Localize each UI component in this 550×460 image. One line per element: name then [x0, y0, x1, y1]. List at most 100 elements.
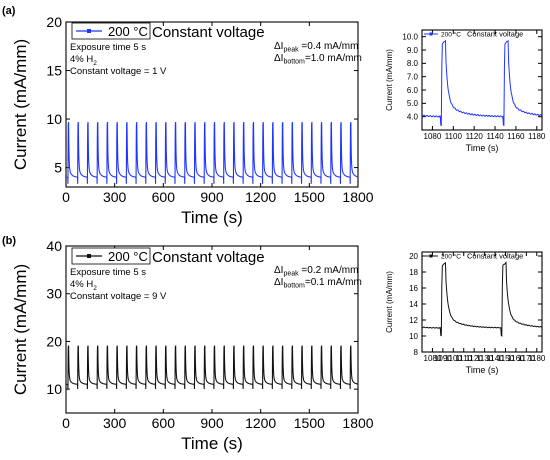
legend-marker — [87, 29, 91, 33]
x-tick-label: 900 — [200, 189, 224, 205]
y-axis-label: Current (mA/mm) — [11, 39, 30, 170]
y-tick-label: 12 — [409, 316, 418, 325]
y-tick-label: 7.0 — [407, 72, 419, 81]
delta-value: =0.2 mA/mm — [299, 265, 359, 276]
main-chart: 0 300 600 900 1200 1500 1800 5 10 15 20 Time (s) Cur… — [11, 14, 374, 227]
y-axis-label: Current (mA/mm) — [11, 264, 30, 395]
y-tick-label: 20 — [46, 333, 62, 349]
x-tick-label: 1120 — [466, 132, 484, 141]
delta-subscript: bottom — [283, 283, 305, 290]
delta-value: =0.4 mA/mm — [299, 41, 359, 52]
panel-label: (b) — [2, 235, 16, 247]
legend-box — [71, 22, 151, 40]
inset-chart: 1080109011001110112011301140115011601170… — [385, 251, 546, 375]
x-axis-label: Time (s) — [181, 434, 243, 453]
main-chart: 0 300 600 900 1200 1500 1800 10 20 30 40 Time (s) Cu… — [11, 238, 374, 453]
y-tick-label: 8 — [414, 348, 419, 357]
x-tick-label: 1090 — [434, 354, 452, 363]
x-tick-label: 1200 — [245, 415, 276, 431]
inset-legend-label: 200 °C — [441, 31, 461, 39]
legend-marker — [87, 254, 91, 258]
x-tick-label: 300 — [103, 415, 127, 431]
inset-title: Constant voltage — [467, 252, 523, 261]
x-tick-label: 300 — [103, 189, 127, 205]
delta-subscript: bottom — [283, 59, 305, 66]
series-line — [66, 122, 359, 184]
info-gas: 4% H — [70, 279, 93, 290]
y-tick-label: 10 — [46, 111, 62, 127]
y-tick-label: 40 — [46, 238, 62, 254]
panel-a: (a) 0 300 600 900 1200 1500 1800 5 10 15 20 Time (s)… — [2, 5, 546, 227]
x-tick-label: 1800 — [342, 189, 373, 205]
plot-frame — [421, 251, 543, 353]
x-tick-label: 1180 — [528, 354, 546, 363]
delta-subscript: peak — [283, 47, 299, 54]
inset-legend-marker — [429, 254, 433, 258]
x-tick-label: 1100 — [445, 354, 463, 363]
legend-label: 200 °C — [108, 24, 148, 39]
y-tick-label: 8.0 — [407, 59, 419, 68]
inset-x-axis-label: Time (s) — [466, 143, 499, 153]
delta-bottom: ΔIbottom=0.1 mA/mm — [274, 277, 362, 290]
x-tick-label: 1100 — [445, 132, 463, 141]
x-tick-label: 1080 — [424, 354, 442, 363]
inset-y-axis-label: Current (mA/mm) — [385, 271, 394, 333]
y-tick-label: 15 — [46, 62, 62, 78]
x-axis-label: Time (s) — [181, 208, 243, 227]
chart-title: Constant voltage — [152, 24, 265, 41]
delta-peak: ΔIpeak =0.4 mA/mm — [274, 41, 358, 54]
delta-symbol: ΔI — [274, 41, 283, 52]
y-tick-label: 5.0 — [407, 99, 419, 108]
y-tick-label: 20 — [46, 14, 62, 30]
x-tick-label: 1120 — [466, 354, 484, 363]
y-tick-label: 20 — [409, 252, 418, 261]
x-tick-label: 0 — [62, 189, 70, 205]
delta-symbol: ΔI — [274, 265, 283, 276]
plot-frame — [421, 29, 543, 131]
inset-x-axis-label: Time (s) — [466, 365, 499, 375]
info-gas: 4% H — [70, 54, 93, 65]
x-tick-label: 1180 — [528, 132, 546, 141]
y-tick-label: 6.0 — [407, 86, 419, 95]
x-tick-label: 1080 — [424, 132, 442, 141]
x-tick-label: 600 — [152, 189, 176, 205]
delta-value: =1.0 mA/mm — [305, 53, 362, 64]
x-tick-label: 1500 — [294, 415, 325, 431]
y-tick-label: 10.0 — [402, 32, 418, 41]
x-tick-label: 1200 — [245, 189, 276, 205]
legend-label: 200 °C — [108, 249, 148, 264]
chart-title: Constant voltage — [152, 249, 265, 266]
y-tick-label: 14 — [409, 300, 418, 309]
delta-symbol: ΔI — [274, 277, 283, 288]
legend-box — [71, 247, 151, 265]
x-tick-label: 1150 — [497, 354, 515, 363]
x-tick-label: 1140 — [486, 354, 504, 363]
y-tick-label: 9.0 — [407, 46, 419, 55]
inset-series-line — [421, 261, 543, 337]
y-tick-label: 10 — [409, 332, 418, 341]
y-tick-label: 30 — [46, 286, 62, 302]
x-tick-label: 600 — [152, 415, 176, 431]
x-tick-label: 1110 — [455, 354, 472, 363]
y-tick-label: 5 — [54, 159, 62, 175]
x-tick-label: 1800 — [342, 415, 373, 431]
x-tick-label: 0 — [62, 415, 70, 431]
x-tick-label: 1160 — [507, 354, 525, 363]
info-exposure: Exposure time 5 s — [70, 267, 146, 278]
delta-bottom: ΔIbottom=1.0 mA/mm — [274, 53, 362, 66]
x-tick-label: 1160 — [507, 132, 525, 141]
delta-subscript: peak — [283, 271, 299, 278]
x-tick-label: 1170 — [518, 354, 536, 363]
y-tick-label: 4.0 — [407, 112, 419, 121]
inset-y-axis-label: Current (mA/mm) — [385, 49, 394, 111]
inset-legend-marker — [429, 32, 433, 36]
inset-legend-label: 200 °C — [441, 253, 461, 261]
info-voltage: Constant voltage = 1 V — [70, 66, 167, 77]
panel-b: (b) 0 300 600 900 1200 1500 1800 10 20 30 40 Time (s… — [2, 235, 546, 453]
inset-series-line — [421, 39, 543, 127]
info-voltage: Constant voltage = 9 V — [70, 291, 167, 302]
panel-label: (a) — [2, 5, 16, 17]
delta-value: =0.1 mA/mm — [305, 277, 362, 288]
y-tick-label: 18 — [409, 268, 418, 277]
